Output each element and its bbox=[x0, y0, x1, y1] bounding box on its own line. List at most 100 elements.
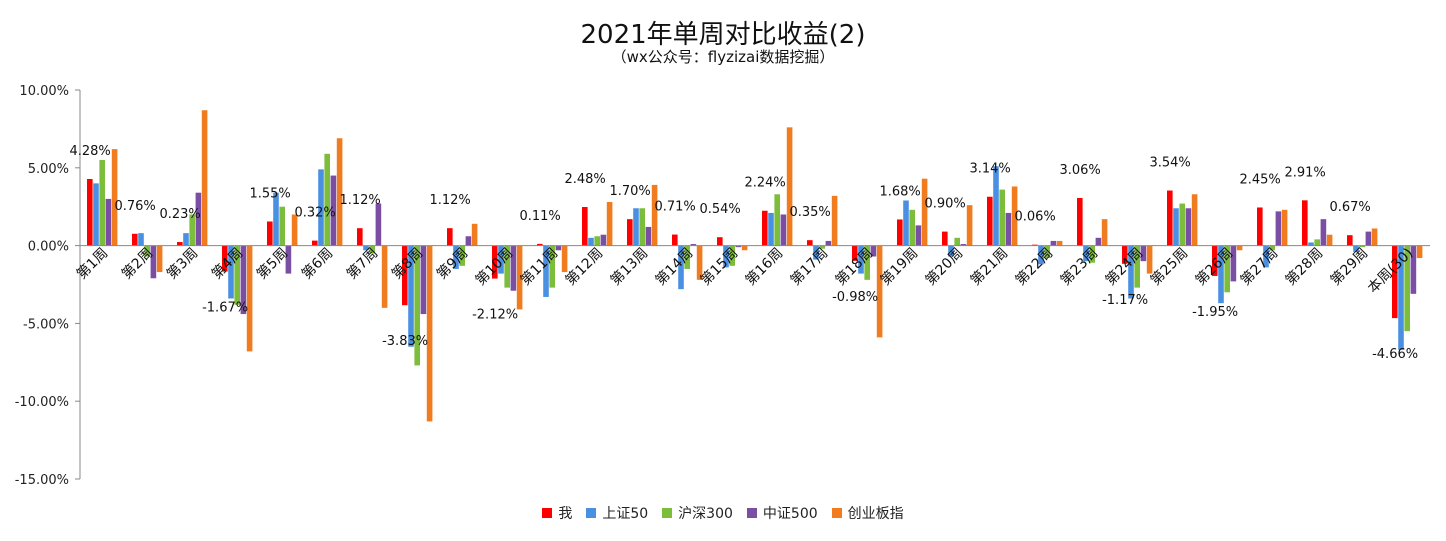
y-tick-label: -15.00% bbox=[15, 473, 69, 488]
bar bbox=[831, 195, 838, 246]
bar bbox=[735, 245, 742, 248]
category-label: 第29周 bbox=[1327, 244, 1371, 288]
bar bbox=[1308, 242, 1314, 246]
bar bbox=[1392, 245, 1398, 319]
bar bbox=[1314, 239, 1320, 246]
bar bbox=[447, 228, 453, 246]
data-label: 2.91% bbox=[1284, 165, 1325, 180]
bar bbox=[357, 228, 363, 246]
legend-item: 我 bbox=[542, 503, 572, 523]
bar bbox=[582, 207, 588, 246]
bar bbox=[921, 178, 928, 246]
bar bbox=[717, 237, 723, 246]
bar bbox=[588, 237, 594, 246]
bar bbox=[999, 189, 1005, 246]
data-label: 2.48% bbox=[564, 172, 605, 187]
bar bbox=[1011, 186, 1018, 246]
bar bbox=[1353, 245, 1359, 252]
bar bbox=[1185, 208, 1192, 246]
bar bbox=[942, 231, 948, 246]
bar bbox=[426, 245, 433, 422]
bar bbox=[684, 245, 690, 269]
bar bbox=[903, 200, 909, 246]
bar bbox=[408, 245, 414, 347]
bar bbox=[156, 245, 163, 273]
bar bbox=[279, 206, 285, 246]
data-label: 0.11% bbox=[519, 209, 560, 224]
bar bbox=[639, 208, 645, 246]
bar bbox=[1038, 245, 1044, 265]
bar bbox=[762, 210, 768, 246]
data-label: 0.76% bbox=[114, 199, 155, 214]
bar bbox=[183, 233, 189, 246]
y-tick-label: 0.00% bbox=[28, 240, 69, 255]
bar bbox=[543, 245, 549, 297]
bar bbox=[228, 245, 234, 299]
bar bbox=[1134, 245, 1140, 288]
bar bbox=[93, 183, 99, 246]
legend-item: 上证50 bbox=[586, 503, 648, 523]
bar bbox=[537, 243, 543, 246]
bar bbox=[138, 233, 144, 246]
bar bbox=[1359, 245, 1365, 248]
legend-item: 创业板指 bbox=[831, 503, 904, 523]
bar bbox=[966, 205, 973, 246]
bar bbox=[414, 245, 420, 366]
bar bbox=[678, 245, 684, 290]
category-label: 第19周 bbox=[877, 244, 921, 288]
bars bbox=[87, 110, 1423, 422]
data-label: 2.45% bbox=[1239, 172, 1280, 187]
legend-label: 沪深300 bbox=[678, 506, 733, 522]
bar bbox=[132, 233, 138, 246]
bar bbox=[1122, 245, 1128, 264]
y-tick-label: -5.00% bbox=[23, 317, 69, 332]
bar bbox=[273, 192, 279, 246]
bar bbox=[1191, 194, 1198, 246]
y-tick-label: -10.00% bbox=[15, 395, 69, 410]
bar bbox=[594, 236, 600, 246]
legend-label: 我 bbox=[558, 506, 573, 522]
bar bbox=[1398, 245, 1404, 350]
bar bbox=[555, 245, 562, 251]
category-label: 第3周 bbox=[163, 244, 201, 282]
bar bbox=[864, 245, 870, 280]
bar bbox=[813, 245, 819, 260]
bar bbox=[336, 138, 343, 246]
data-labels: 4.28% 0.76% 0.23% -1.67% 1.55% 0.32% 1.12% -3.8… bbox=[69, 144, 1418, 362]
data-label: -2.12% bbox=[472, 308, 518, 323]
bar bbox=[492, 245, 498, 279]
bar bbox=[1173, 208, 1179, 246]
legend-swatch bbox=[542, 508, 553, 518]
bar bbox=[195, 192, 202, 246]
bar bbox=[780, 214, 787, 246]
category-label: 第25周 bbox=[1147, 244, 1191, 288]
legend-label: 中证500 bbox=[762, 506, 818, 522]
bar bbox=[645, 226, 652, 246]
bar bbox=[1050, 240, 1057, 246]
data-label: 3.06% bbox=[1059, 163, 1100, 178]
y-tick-label: 5.00% bbox=[28, 162, 69, 177]
bar bbox=[201, 110, 208, 246]
bar bbox=[1263, 245, 1269, 268]
bar bbox=[1140, 245, 1147, 262]
bar bbox=[267, 221, 273, 246]
legend-swatch bbox=[831, 508, 842, 518]
bar bbox=[504, 245, 510, 288]
bar bbox=[144, 245, 150, 257]
data-label: 3.54% bbox=[1149, 156, 1190, 171]
legend: 我 上证50 沪深300 中证500 创业板指 bbox=[0, 503, 1446, 523]
category-label: 第28周 bbox=[1282, 244, 1326, 288]
data-label: -3.83% bbox=[382, 334, 428, 349]
bar bbox=[633, 208, 639, 246]
bar bbox=[741, 245, 748, 251]
bar bbox=[690, 244, 697, 246]
bar bbox=[240, 245, 247, 315]
chart-subtitle: （wx公众号：flyzizai数据挖掘） bbox=[611, 48, 835, 66]
bar bbox=[234, 245, 240, 305]
bar bbox=[600, 234, 607, 246]
bar bbox=[1095, 237, 1102, 246]
bar bbox=[1056, 240, 1063, 246]
bar bbox=[852, 245, 858, 261]
data-label: -1.17% bbox=[1102, 293, 1148, 308]
